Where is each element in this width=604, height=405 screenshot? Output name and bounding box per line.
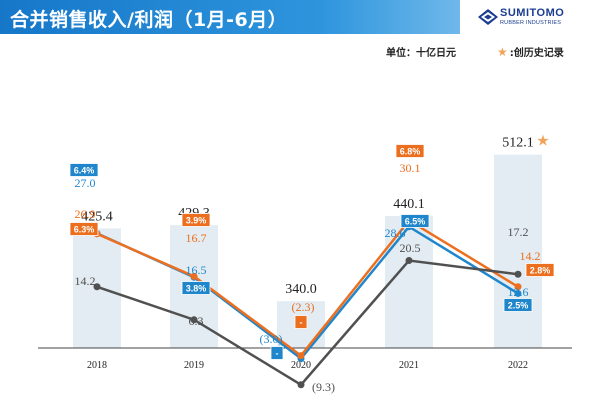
logo-subtitle: RUBBER INDUSTRIES — [500, 20, 562, 26]
series-value-label: (9.3) — [312, 380, 335, 394]
series-value-label: 27.0 — [75, 176, 96, 190]
margin-badge-text: 6.8% — [400, 147, 421, 157]
margin-badge-box — [69, 163, 99, 177]
series-point-orange — [297, 352, 305, 360]
margin-badge-box — [181, 213, 211, 227]
margin-badge-box — [181, 281, 211, 295]
margin-badge-text: 6.5% — [405, 217, 426, 227]
margin-badge-box — [525, 263, 555, 277]
margin-badge-text: 2.5% — [508, 301, 529, 311]
series-point-dark — [514, 270, 522, 278]
x-tick-label: 2020 — [291, 360, 311, 371]
unit-label: 单位：十亿日元 — [386, 48, 456, 59]
record-legend: ★:创历史记录 — [497, 44, 564, 59]
series-point-dark — [405, 257, 413, 265]
series-point-dark — [297, 381, 305, 389]
x-tick-label: 2018 — [87, 360, 107, 371]
margin-badge-box — [395, 144, 425, 158]
series-point-orange — [190, 272, 198, 280]
series-value-label: 30.1 — [400, 161, 421, 175]
series-value-label: 26.9 — [75, 207, 96, 221]
margin-badge-text: - — [276, 349, 279, 359]
series-value-label: 16.5 — [186, 263, 207, 277]
series-point-dark — [93, 283, 101, 291]
series-value-label: 17.2 — [508, 225, 529, 239]
margin-badge-text: 6.3% — [74, 225, 95, 235]
margin-badge-box — [503, 298, 533, 312]
margin-badge-text: - — [300, 318, 303, 328]
record-label: :创历史记录 — [509, 48, 564, 59]
margin-badge-text: 6.4% — [74, 166, 95, 176]
bar-value-label: 512.1 — [502, 136, 534, 151]
series-value-label: 14.2 — [520, 249, 541, 263]
x-tick-label: 2019 — [184, 360, 204, 371]
series-value-label: 12.6 — [508, 285, 529, 299]
series-value-label: (3.0) — [260, 332, 283, 346]
series-point-orange — [514, 283, 522, 291]
bar-2022 — [494, 154, 542, 348]
series-value-label: 20.5 — [400, 241, 421, 255]
logo-name: SUMITOMO — [500, 7, 565, 19]
series-value-label: 6.3 — [189, 314, 204, 328]
margin-badge-box — [400, 214, 430, 228]
star-icon: ★ — [497, 45, 508, 59]
margin-badge-box — [294, 315, 308, 329]
margin-badge-text: 2.8% — [530, 266, 551, 276]
record-star-icon: ★ — [536, 133, 549, 150]
company-logo: SUMITOMO RUBBER INDUSTRIES — [478, 7, 596, 35]
series-value-label: 14.2 — [75, 274, 96, 288]
x-tick-label: 2021 — [399, 360, 419, 371]
margin-badge-box — [69, 222, 99, 236]
title-bar: 合并销售收入/利润（1月-6月） — [0, 0, 460, 34]
bar-value-label: 440.1 — [393, 197, 425, 212]
bar-value-label: 425.4 — [81, 209, 113, 224]
page-title: 合并销售收入/利润（1月-6月） — [10, 9, 288, 31]
series-value-label: (2.3) — [292, 300, 315, 314]
series-point-dark — [190, 316, 198, 324]
bar-value-label: 340.0 — [285, 282, 317, 297]
series-value-label: 28.6 — [385, 226, 406, 240]
x-tick-label: 2022 — [508, 360, 528, 371]
margin-badge-text: 3.9% — [186, 216, 207, 226]
margin-badge-text: 3.8% — [186, 284, 207, 294]
margin-badge-box — [270, 346, 284, 360]
series-value-label: 16.7 — [186, 231, 207, 245]
sumitomo-logo-icon — [478, 9, 498, 25]
series-point-blue — [514, 289, 522, 297]
